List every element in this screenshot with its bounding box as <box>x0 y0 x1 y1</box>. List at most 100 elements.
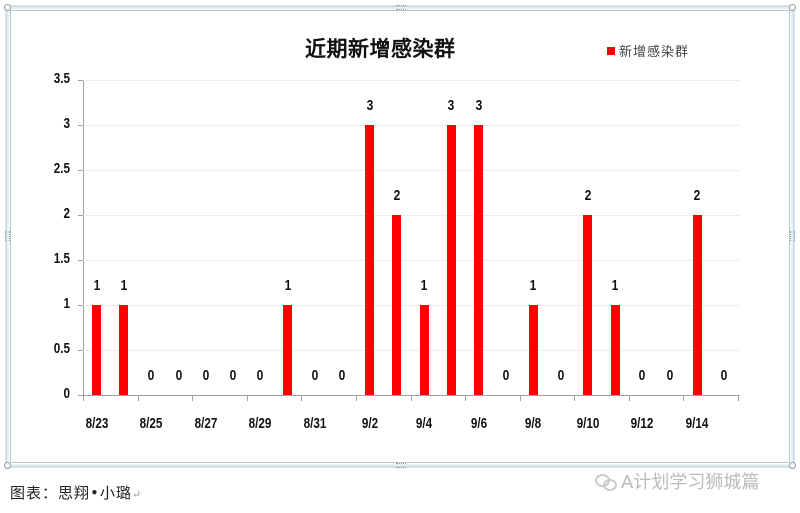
y-tick <box>78 125 83 126</box>
y-tick-label: 2.5 <box>53 160 70 177</box>
x-tick-label: 9/4 <box>415 415 433 432</box>
x-tick-label: 8/31 <box>303 415 327 432</box>
x-tick <box>629 395 630 401</box>
y-tick <box>78 305 83 306</box>
data-label: 0 <box>338 367 346 384</box>
data-label: 0 <box>666 367 674 384</box>
data-label: 3 <box>447 97 455 114</box>
y-axis <box>83 80 84 396</box>
x-tick-label: 9/6 <box>470 415 488 432</box>
resize-handle-bottom[interactable] <box>396 463 406 468</box>
x-tick-label: 8/27 <box>194 415 218 432</box>
y-tick <box>78 170 83 171</box>
bar-9-11[interactable] <box>611 305 620 395</box>
data-label: 0 <box>147 367 155 384</box>
x-tick-label: 8/25 <box>139 415 163 432</box>
x-tick-label: 8/23 <box>85 415 109 432</box>
gridline <box>83 125 740 126</box>
chart-frame-border <box>10 10 790 463</box>
y-tick <box>78 395 83 396</box>
plot-area: 0 0.5 1 1.5 2 2.5 3 3.5 8/23 8/25 8/27 8/29 8/31 9/2 9… <box>53 70 740 432</box>
resize-handle-top[interactable] <box>396 5 406 10</box>
y-tick-label: 3 <box>63 115 70 132</box>
chart-title: 近期新增感染群 <box>305 37 456 61</box>
y-tick-label: 1 <box>63 295 70 312</box>
x-tick <box>301 395 302 401</box>
data-label: 0 <box>175 367 183 384</box>
legend-swatch <box>607 46 615 55</box>
y-tick <box>78 350 83 351</box>
y-tick-label: 2 <box>63 205 70 222</box>
resize-handle-right[interactable] <box>790 231 795 241</box>
x-tick-label: 9/10 <box>576 415 600 432</box>
x-tick <box>356 395 357 401</box>
data-label: 0 <box>502 367 510 384</box>
bar-9-2[interactable] <box>365 125 374 395</box>
data-label: 1 <box>529 277 537 294</box>
data-label: 0 <box>256 367 264 384</box>
gridline <box>83 170 740 171</box>
x-tick-label: 8/29 <box>248 415 272 432</box>
gridline <box>83 305 740 306</box>
y-tick-label: 3.5 <box>53 70 70 87</box>
y-tick <box>78 260 83 261</box>
gridline <box>83 215 740 216</box>
bar-9-4[interactable] <box>420 305 429 395</box>
resize-handle-top-left[interactable] <box>4 4 11 11</box>
y-tick <box>78 80 83 81</box>
data-label: 1 <box>120 277 128 294</box>
x-tick <box>411 395 412 401</box>
data-label: 0 <box>720 367 728 384</box>
bar-9-10[interactable] <box>583 215 592 395</box>
bar-9-14[interactable] <box>693 215 702 395</box>
data-label: 0 <box>638 367 646 384</box>
data-label: 2 <box>693 187 701 204</box>
resize-handle-bottom-right[interactable] <box>789 462 796 469</box>
bar-9-6[interactable] <box>474 125 483 395</box>
bar-8-24[interactable] <box>119 305 128 395</box>
y-tick-label: 1.5 <box>53 250 70 267</box>
bar-9-5[interactable] <box>447 125 456 395</box>
resize-handle-top-right[interactable] <box>789 4 796 11</box>
x-tick <box>465 395 466 401</box>
data-label: 0 <box>202 367 210 384</box>
gridline <box>83 350 740 351</box>
data-label: 3 <box>366 97 374 114</box>
x-tick-label: 9/2 <box>361 415 379 432</box>
data-label: 0 <box>229 367 237 384</box>
y-tick <box>78 215 83 216</box>
paragraph-mark: ↵ <box>131 488 143 501</box>
caption-text: 图表：思翔•小璐 <box>10 484 132 502</box>
bar-8-23[interactable] <box>92 305 101 395</box>
x-tick <box>738 395 739 401</box>
gridline <box>83 260 740 261</box>
x-tick-label: 9/14 <box>685 415 709 432</box>
data-label: 1 <box>420 277 428 294</box>
x-tick-label: 9/12 <box>630 415 654 432</box>
resize-handle-bottom-left[interactable] <box>4 462 11 469</box>
resize-handle-left[interactable] <box>5 231 10 241</box>
y-tick-label: 0.5 <box>53 340 70 357</box>
watermark-text: A计划学习狮城篇 <box>621 472 760 493</box>
data-label: 1 <box>611 277 619 294</box>
wechat-icon <box>595 472 617 491</box>
x-tick <box>574 395 575 401</box>
bar-9-8[interactable] <box>529 305 538 395</box>
bar-9-3[interactable] <box>392 215 401 395</box>
chart-legend: 新增感染群 <box>607 41 689 60</box>
figure-caption: 图表：思翔•小璐↵ <box>10 482 142 503</box>
data-label: 3 <box>475 97 483 114</box>
gridline <box>83 80 740 81</box>
x-tick <box>83 395 84 401</box>
y-tick-label: 0 <box>63 385 70 402</box>
bar-8-30[interactable] <box>283 305 292 395</box>
x-tick <box>138 395 139 401</box>
x-tick <box>520 395 521 401</box>
data-label: 0 <box>311 367 319 384</box>
x-tick <box>683 395 684 401</box>
x-tick-label: 9/8 <box>524 415 542 432</box>
data-label: 2 <box>584 187 592 204</box>
watermark: A计划学习狮城篇 <box>595 468 759 494</box>
data-label: 1 <box>284 277 292 294</box>
data-label: 1 <box>93 277 101 294</box>
